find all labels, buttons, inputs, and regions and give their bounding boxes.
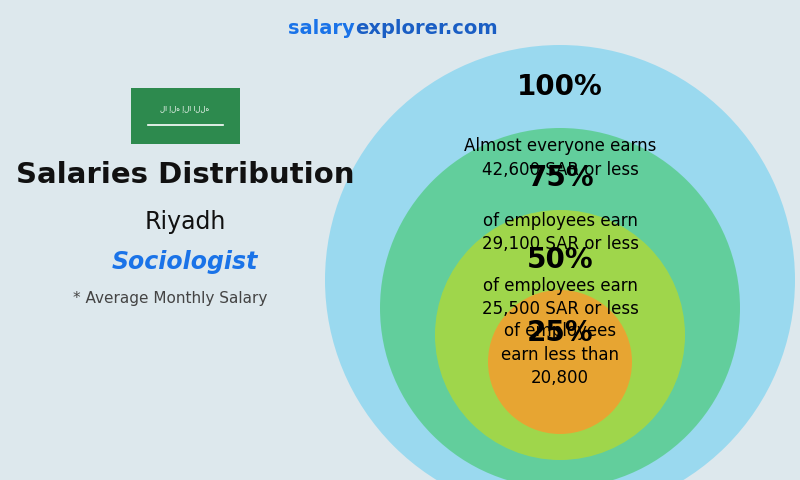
Text: لا إله إلا الله: لا إله إلا الله [160, 105, 210, 112]
Text: 75%: 75% [526, 164, 594, 192]
Text: salary: salary [288, 19, 355, 37]
Circle shape [380, 128, 740, 480]
Text: * Average Monthly Salary: * Average Monthly Salary [73, 290, 267, 305]
Text: Riyadh: Riyadh [144, 210, 226, 234]
Circle shape [435, 210, 685, 460]
Circle shape [488, 290, 632, 434]
Text: 25%: 25% [526, 319, 594, 347]
Text: 50%: 50% [526, 246, 594, 274]
Text: Salaries Distribution: Salaries Distribution [16, 161, 354, 189]
Circle shape [325, 45, 795, 480]
Text: Sociologist: Sociologist [112, 250, 258, 274]
Text: of employees earn
25,500 SAR or less: of employees earn 25,500 SAR or less [482, 276, 638, 318]
Text: of employees
earn less than
20,800: of employees earn less than 20,800 [501, 322, 619, 387]
Text: Almost everyone earns
42,600 SAR or less: Almost everyone earns 42,600 SAR or less [464, 137, 656, 179]
Text: of employees earn
29,100 SAR or less: of employees earn 29,100 SAR or less [482, 212, 638, 253]
Text: 100%: 100% [517, 73, 603, 101]
Text: explorer.com: explorer.com [355, 19, 498, 37]
FancyBboxPatch shape [130, 88, 239, 144]
